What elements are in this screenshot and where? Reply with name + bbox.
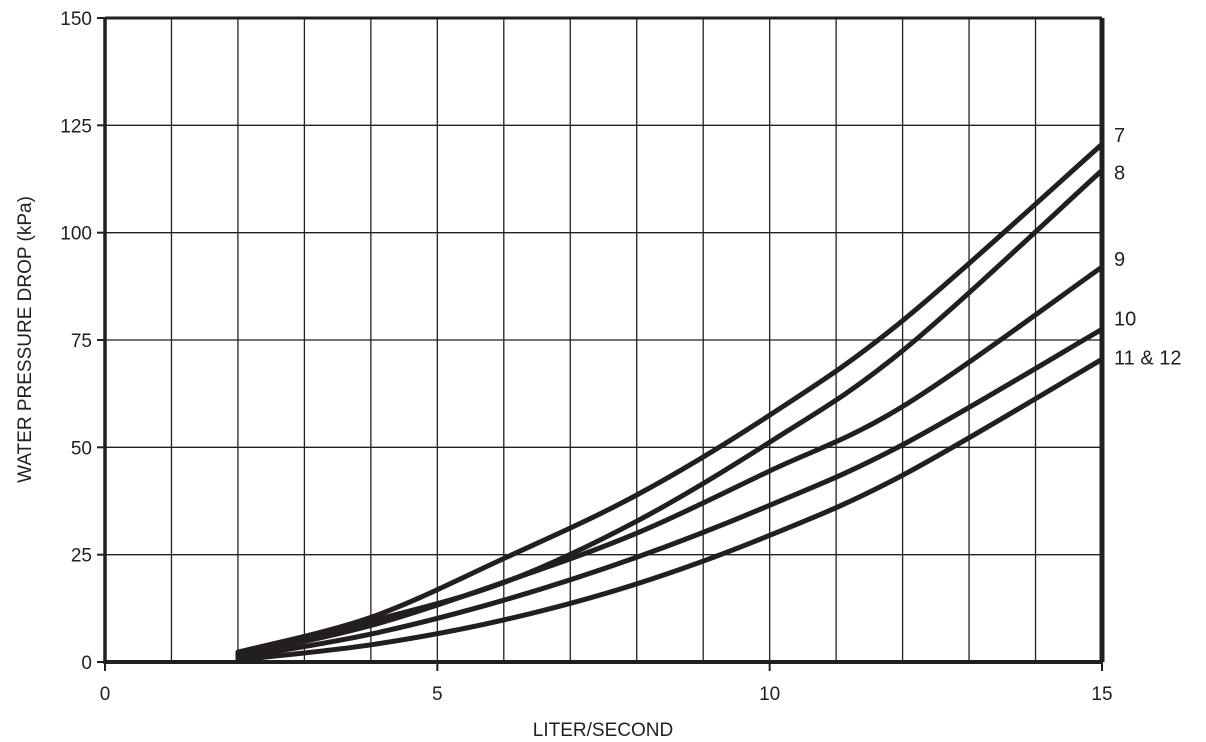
x-tick-label: 0 (100, 684, 111, 705)
series-line-10 (235, 326, 1105, 661)
series-label-9: 9 (1114, 249, 1125, 271)
x-tick-label: 5 (432, 684, 443, 705)
y-tick-label: 25 (71, 546, 92, 567)
x-tick-label: 10 (759, 684, 780, 705)
series-label-8: 8 (1114, 162, 1125, 184)
y-tick-label: 125 (60, 116, 92, 137)
series-label-7: 7 (1114, 125, 1125, 147)
tick-labels: 0 25 50 75 100 125 150 0 5 10 15 (60, 9, 1112, 705)
y-axis-title: WATER PRESSURE DROP (kPa) (15, 196, 36, 483)
series-label-10: 10 (1114, 308, 1136, 330)
series-line-11-12 (235, 356, 1105, 663)
series-line-7 (235, 141, 1105, 655)
series-label-11-12: 11 & 12 (1114, 347, 1181, 369)
y-tick-label: 150 (60, 9, 92, 30)
y-tick-label: 100 (60, 224, 92, 245)
x-axis-title: LITER/SECOND (533, 720, 673, 741)
series-line-9 (235, 264, 1105, 659)
series-lines: 7 8 9 10 11 & 12 (235, 125, 1181, 663)
x-tick-label: 15 (1091, 684, 1112, 705)
series-line-8 (235, 167, 1105, 657)
axes (97, 16, 1105, 671)
y-tick-label: 50 (71, 438, 92, 459)
y-tick-label: 0 (81, 653, 92, 674)
grid-lines (105, 18, 1102, 662)
y-tick-label: 75 (71, 331, 92, 352)
